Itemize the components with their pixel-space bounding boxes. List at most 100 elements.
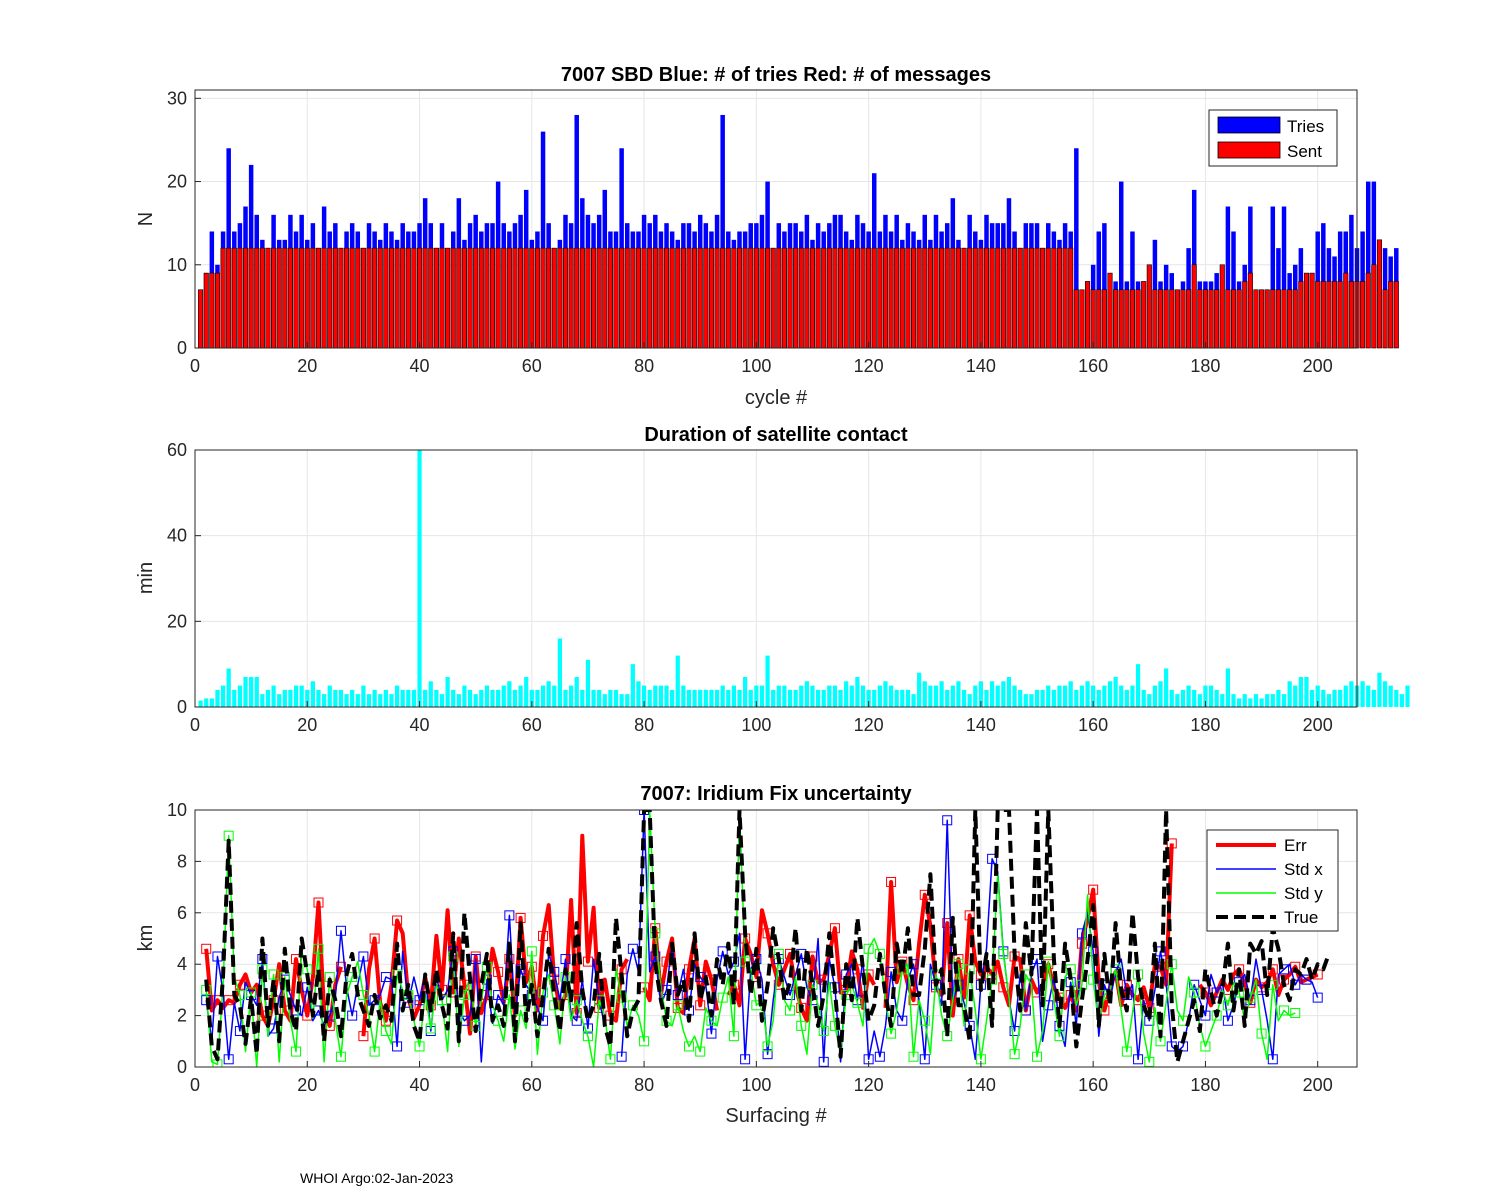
sent-bar — [882, 247, 889, 349]
sent-bar — [826, 247, 832, 349]
sent-bar — [562, 247, 569, 349]
sent-bar — [411, 247, 417, 349]
sent-bar — [1264, 289, 1270, 349]
legend-tries-swatch — [1217, 116, 1281, 134]
sent-bar — [461, 247, 467, 349]
sent-bar — [888, 247, 894, 349]
duration-bar — [1147, 694, 1152, 707]
duration-bar — [619, 694, 624, 707]
series-marker — [706, 1028, 717, 1039]
duration-bar — [860, 685, 866, 707]
duration-bar — [305, 689, 310, 707]
series-marker — [571, 1015, 582, 1026]
duration-bar — [793, 689, 798, 707]
sent-bar — [321, 247, 327, 349]
duration-bar — [439, 694, 445, 707]
x-tick-label: 0 — [190, 715, 200, 735]
duration-bar — [1130, 685, 1135, 707]
sent-bar — [1371, 264, 1377, 349]
series-marker — [347, 1010, 358, 1021]
sent-bar — [394, 247, 400, 349]
sent-bar — [680, 247, 686, 349]
series-marker — [582, 956, 593, 967]
sent-bar — [1124, 289, 1130, 349]
sent-bar — [1174, 289, 1180, 349]
panel1-axes-box — [194, 89, 1358, 349]
series-marker — [818, 1056, 829, 1067]
series-marker — [1200, 1041, 1211, 1052]
panel3-title: 7007: Iridium Fix uncertainty — [640, 783, 912, 805]
duration-bar — [872, 689, 877, 707]
duration-bar — [524, 677, 529, 707]
sent-bar — [1000, 247, 1006, 349]
sent-bar — [450, 247, 456, 349]
sent-bar — [231, 247, 237, 349]
series-marker — [369, 933, 380, 944]
x-tick-label: 140 — [966, 715, 996, 735]
y-tick-label: 10 — [167, 800, 187, 820]
series-marker — [605, 1054, 616, 1065]
sent-bar — [1090, 289, 1096, 349]
panel2-title: Duration of satellite contact — [644, 424, 908, 446]
duration-bar — [866, 689, 871, 707]
sent-bar — [776, 247, 782, 349]
sent-bar — [568, 247, 574, 349]
series-marker — [1189, 979, 1200, 990]
duration-bar — [844, 681, 849, 707]
duration-bar — [569, 685, 574, 707]
series-marker — [1189, 987, 1200, 998]
duration-bar — [563, 689, 568, 707]
duration-bar — [529, 689, 534, 707]
sent-bar — [338, 247, 344, 349]
panel3-xlabel: Surfacing # — [725, 1105, 827, 1127]
x-tick-label: 160 — [1078, 715, 1108, 735]
duration-bar — [1203, 685, 1208, 707]
sent-bar — [1028, 247, 1034, 349]
sent-bar — [703, 247, 709, 349]
duration-bar — [451, 689, 456, 707]
panel-sbd: 7007 SBD Blue: # of tries Red: # of mess… — [135, 64, 1399, 409]
duration-bar — [1012, 685, 1017, 707]
duration-bar — [226, 668, 231, 707]
sent-bar — [1113, 289, 1119, 349]
sent-bar — [439, 247, 445, 349]
duration-bar — [1231, 694, 1236, 707]
series-marker — [1099, 979, 1110, 990]
sent-bar — [282, 247, 288, 349]
duration-bar — [540, 685, 546, 707]
duration-bar — [215, 689, 220, 707]
duration-bar — [512, 689, 518, 707]
duration-bar — [1304, 677, 1309, 707]
sent-bar — [422, 247, 428, 349]
duration-bar — [1382, 681, 1388, 707]
series-marker — [886, 1028, 897, 1039]
duration-bar — [445, 677, 450, 707]
duration-bar — [1388, 685, 1393, 707]
duration-bar — [597, 689, 602, 707]
duration-bar — [787, 689, 793, 707]
duration-bar — [1225, 668, 1230, 707]
sent-bar — [1073, 289, 1079, 349]
sent-bar — [473, 247, 479, 349]
duration-bar — [479, 689, 484, 707]
duration-bar — [378, 694, 383, 707]
sent-bar — [1186, 289, 1192, 349]
tries-bar — [1281, 206, 1287, 348]
sent-bar — [613, 247, 619, 349]
sent-bar — [405, 247, 411, 349]
duration-bar — [1253, 694, 1259, 707]
panel3-ylabel: km — [135, 925, 157, 952]
legend-true-label: True — [1284, 908, 1318, 927]
sent-bar — [1040, 247, 1046, 349]
duration-bar — [1338, 689, 1343, 707]
sent-bar — [214, 272, 220, 349]
sent-bar — [383, 247, 389, 349]
y-tick-label: 6 — [177, 903, 187, 923]
y-tick-label: 20 — [167, 611, 187, 631]
series-marker — [369, 1046, 380, 1057]
duration-bar — [726, 689, 731, 707]
duration-bar — [748, 689, 753, 707]
sent-bar — [630, 247, 636, 349]
duration-bar — [827, 685, 832, 707]
duration-bar — [664, 685, 669, 707]
